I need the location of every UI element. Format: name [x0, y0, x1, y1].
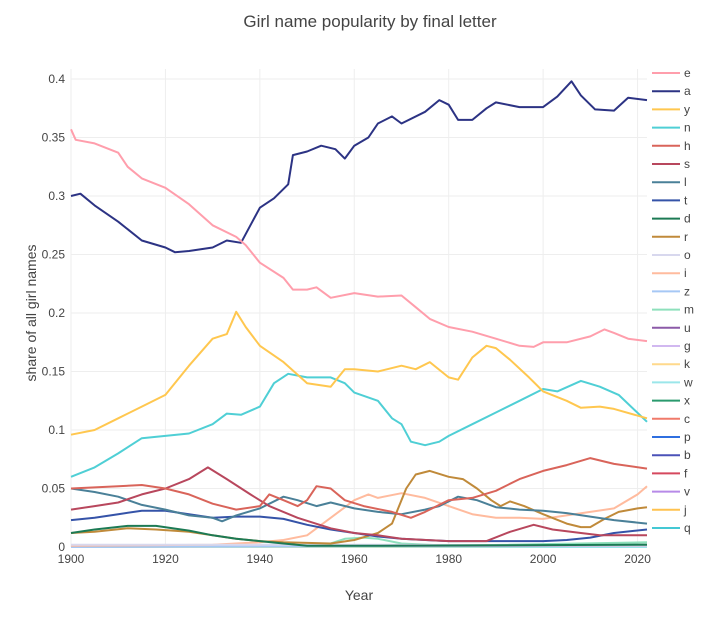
legend-item-s[interactable]: s [652, 157, 690, 171]
y-axis-label: share of all girl names [23, 245, 39, 382]
legend-item-i[interactable]: i [652, 266, 687, 280]
x-tick-label: 1960 [341, 552, 368, 566]
y-tick-label: 0.35 [42, 131, 66, 145]
legend-item-w[interactable]: w [652, 375, 693, 389]
series-line-n[interactable] [70, 372, 648, 478]
y-tick-label: 0.2 [48, 306, 65, 320]
series-line-y[interactable] [70, 310, 648, 436]
y-tick-label: 0.25 [42, 248, 66, 262]
x-tick-label: 1980 [435, 552, 462, 566]
series-line-h[interactable] [70, 457, 648, 519]
legend-label: r [684, 230, 688, 244]
legend-label: m [684, 303, 694, 317]
legend-item-u[interactable]: u [652, 321, 691, 335]
legend-item-z[interactable]: z [652, 284, 690, 298]
legend-item-a[interactable]: a [652, 84, 691, 98]
legend-label: w [683, 375, 693, 389]
legend-item-g[interactable]: g [652, 339, 691, 353]
chart-title: Girl name popularity by final letter [243, 12, 497, 31]
legend-item-m[interactable]: m [652, 303, 694, 317]
legend-label: b [684, 448, 691, 462]
legend-item-d[interactable]: d [652, 212, 691, 226]
legend-label: p [684, 430, 691, 444]
series-line-d[interactable] [70, 524, 648, 547]
legend-item-n[interactable]: n [652, 121, 691, 135]
series-line-a[interactable] [70, 80, 648, 254]
y-tick-label: 0.05 [42, 482, 66, 496]
x-tick-label: 1940 [247, 552, 274, 566]
legend-label: x [684, 394, 690, 408]
legend-label: l [684, 175, 687, 189]
legend-item-f[interactable]: f [652, 466, 688, 480]
legend-item-t[interactable]: t [652, 193, 688, 207]
legend-item-q[interactable]: q [652, 521, 691, 535]
series-line-i[interactable] [70, 485, 648, 547]
legend-label: g [684, 339, 691, 353]
legend-item-c[interactable]: c [652, 412, 690, 426]
series-line-e[interactable] [70, 128, 648, 348]
legend-item-r[interactable]: r [652, 230, 688, 244]
legend-label: f [684, 466, 688, 480]
legend-item-l[interactable]: l [652, 175, 687, 189]
legend-label: q [684, 521, 691, 535]
legend-label: v [684, 485, 690, 499]
legend-item-e[interactable]: e [652, 66, 691, 80]
y-tick-label: 0 [58, 540, 65, 554]
x-tick-label: 1920 [152, 552, 179, 566]
legend-item-k[interactable]: k [652, 357, 691, 371]
legend-label: d [684, 212, 691, 226]
legend-label: s [684, 157, 690, 171]
y-tick-label: 0.15 [42, 365, 66, 379]
x-tick-label: 1900 [58, 552, 85, 566]
legend-label: n [684, 121, 691, 135]
legend-item-y[interactable]: y [652, 102, 690, 116]
y-tick-label: 0.1 [48, 423, 65, 437]
x-tick-label: 2020 [624, 552, 651, 566]
legend-label: c [684, 412, 690, 426]
legend-item-b[interactable]: b [652, 448, 691, 462]
series-lines [70, 80, 648, 548]
legend-label: t [684, 193, 688, 207]
series-line-l[interactable] [70, 487, 648, 525]
legend-label: k [684, 357, 691, 371]
legend-label: o [684, 248, 691, 262]
legend-item-j[interactable]: j [652, 503, 687, 517]
legend-label: j [683, 503, 687, 517]
legend-label: u [684, 321, 691, 335]
legend-label: h [684, 139, 691, 153]
legend-label: y [684, 102, 690, 116]
legend-label: z [684, 284, 690, 298]
series-line-t[interactable] [70, 509, 648, 543]
gridlines [70, 69, 647, 548]
legend-item-o[interactable]: o [652, 248, 691, 262]
y-tick-label: 0.3 [48, 189, 65, 203]
x-tick-label: 2000 [530, 552, 557, 566]
series-line-s[interactable] [70, 466, 647, 543]
legend-item-v[interactable]: v [652, 485, 690, 499]
legend-item-h[interactable]: h [652, 139, 691, 153]
legend-label: a [684, 84, 691, 98]
y-tick-label: 0.4 [48, 72, 65, 86]
legend-label: e [684, 66, 691, 80]
legend-label: i [684, 266, 687, 280]
legend-item-p[interactable]: p [652, 430, 691, 444]
legend-item-x[interactable]: x [652, 394, 690, 408]
x-axis-label: Year [345, 587, 374, 603]
axis-ticks: 0 0.05 0.1 0.15 0.2 0.25 0.3 0.35 0.4 1900 1920 194… [42, 72, 652, 566]
